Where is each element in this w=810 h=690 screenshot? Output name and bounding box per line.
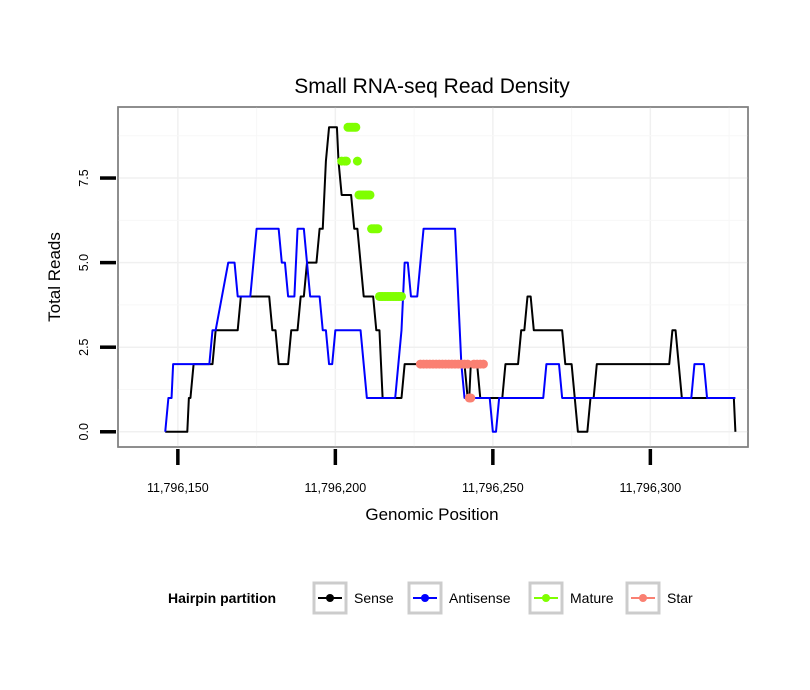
legend-dot-star [639, 594, 647, 602]
mature-point [352, 156, 362, 166]
x-tick-label: 11,796,150 [147, 481, 209, 495]
mature-point [397, 291, 406, 301]
y-tick-label: 5.0 [77, 254, 91, 271]
y-tick-label: 7.5 [77, 169, 91, 186]
star-point [466, 393, 476, 403]
plot-panel [117, 106, 749, 448]
legend: Hairpin partition Sense Antisense Mature St… [168, 581, 693, 615]
chart-title: Small RNA-seq Read Density [294, 75, 570, 98]
plot-border [117, 106, 749, 448]
legend-label-star: Star [667, 590, 693, 606]
x-axis-title: Genomic Position [365, 505, 498, 524]
star-point [463, 359, 473, 369]
mature-point [373, 224, 383, 234]
antisense-series-line [164, 227, 736, 433]
y-tick-label: 0.0 [77, 423, 91, 440]
mature-point [341, 156, 351, 166]
legend-dot-sense [326, 594, 334, 602]
star-point [478, 359, 488, 369]
axes: 11,796,150 11,796,200 11,796,250 11,796,300… [77, 169, 681, 495]
legend-label-antisense: Antisense [449, 590, 511, 606]
y-axis-title: Total Reads [45, 232, 64, 322]
sense-series-line [165, 126, 737, 433]
y-tick-label: 2.5 [77, 338, 91, 355]
x-tick-label: 11,796,250 [462, 481, 524, 495]
legend-dot-mature [542, 594, 550, 602]
x-tick-label: 11,796,200 [305, 481, 367, 495]
legend-title: Hairpin partition [168, 590, 276, 606]
legend-label-mature: Mature [570, 590, 614, 606]
grid-lines [118, 107, 748, 447]
x-tick-label: 11,796,300 [620, 481, 682, 495]
legend-label-sense: Sense [354, 590, 394, 606]
mature-point [351, 122, 361, 132]
mature-point [365, 190, 375, 200]
legend-dot-antisense [421, 594, 429, 602]
series-layer [164, 122, 737, 433]
